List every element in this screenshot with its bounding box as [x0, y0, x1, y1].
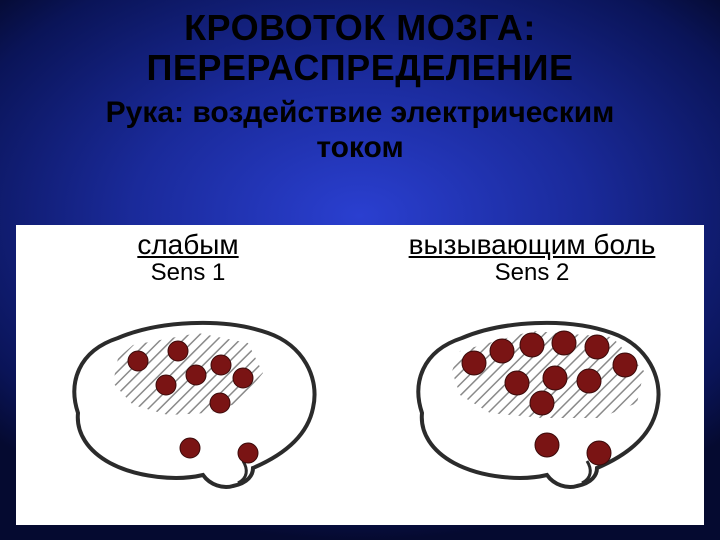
activation-dot [587, 441, 611, 465]
title-line2: ПЕРЕРАСПРЕДЕЛЕНИЕ [146, 47, 573, 88]
activation-dot [233, 368, 253, 388]
activation-dot [180, 438, 200, 458]
activation-dot [186, 365, 206, 385]
activation-dot [505, 371, 529, 395]
activation-dot [577, 369, 601, 393]
activation-dot [462, 351, 486, 375]
activation-dot [535, 433, 559, 457]
right-sens-label: Sens 2 [360, 259, 704, 287]
activation-dot [552, 331, 576, 355]
left-column: слабым Sens 1 [16, 225, 360, 525]
left-brain-diagram [38, 303, 338, 503]
activation-dot [585, 335, 609, 359]
activation-dot [156, 375, 176, 395]
slide: КРОВОТОК МОЗГА: ПЕРЕРАСПРЕДЕЛЕНИЕ Рука: … [0, 0, 720, 540]
right-brain-diagram [382, 303, 682, 503]
right-col-title: вызывающим боль [360, 229, 704, 261]
left-brain-svg [38, 303, 338, 503]
activation-dot [490, 339, 514, 363]
subtitle-line2: током [316, 131, 403, 164]
activation-dot [543, 366, 567, 390]
activation-dot [211, 355, 231, 375]
subtitle-line1: Рука: воздействие электрическим [106, 96, 615, 129]
activation-dot [210, 393, 230, 413]
subtitle: Рука: воздействие электрическим током [0, 95, 720, 166]
activation-dot [168, 341, 188, 361]
activation-dot [238, 443, 258, 463]
activation-dot [530, 391, 554, 415]
left-col-title: слабым [16, 229, 360, 261]
diagram-panel: слабым Sens 1 [16, 225, 704, 525]
title-line1: КРОВОТОК МОЗГА: [184, 7, 536, 48]
right-brain-svg [382, 303, 682, 503]
left-sens-label: Sens 1 [16, 259, 360, 287]
main-title: КРОВОТОК МОЗГА: ПЕРЕРАСПРЕДЕЛЕНИЕ [0, 0, 720, 89]
activation-dot [613, 353, 637, 377]
right-column: вызывающим боль Sens 2 [360, 225, 704, 525]
activation-dot [520, 333, 544, 357]
activation-dot [128, 351, 148, 371]
